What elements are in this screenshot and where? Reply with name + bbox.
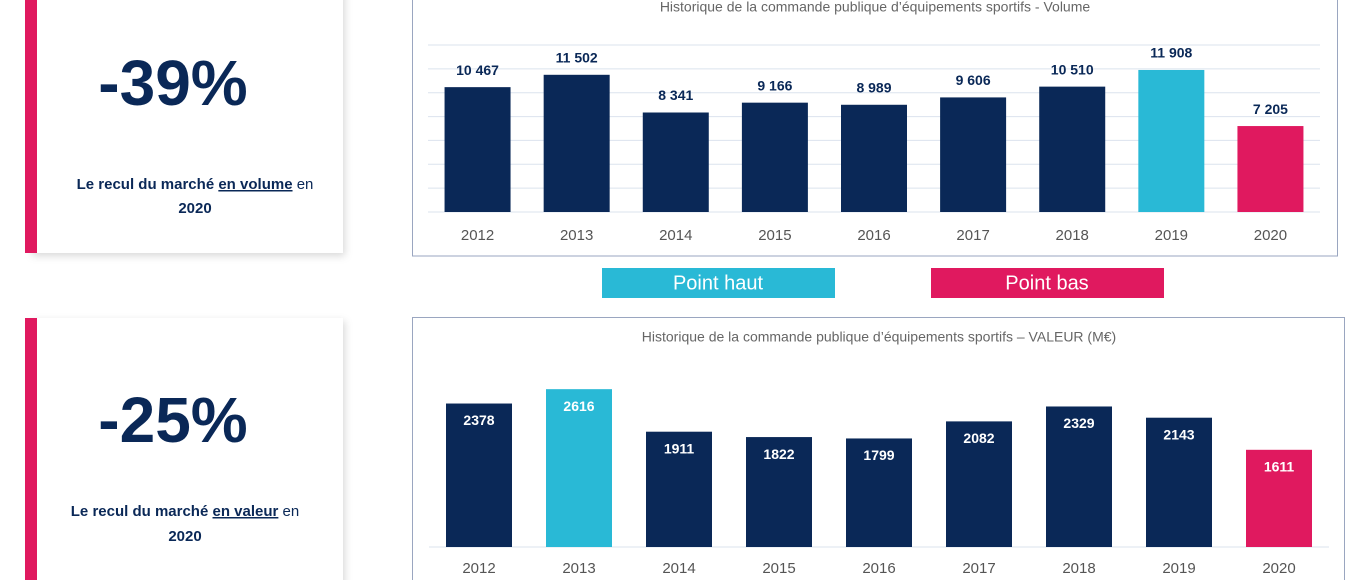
kpi-year: 2020 bbox=[168, 528, 201, 545]
x-tick-label: 2020 bbox=[1262, 560, 1295, 577]
bar bbox=[444, 87, 511, 212]
data-label: 2378 bbox=[463, 412, 494, 428]
x-tick-label: 2017 bbox=[956, 227, 989, 244]
bar bbox=[1039, 86, 1106, 212]
x-tick-label: 2014 bbox=[659, 227, 692, 244]
x-tick-label: 2012 bbox=[462, 560, 495, 577]
legend-label: Point haut bbox=[673, 272, 764, 294]
data-label: 2329 bbox=[1063, 415, 1094, 431]
data-label: 1911 bbox=[664, 440, 695, 456]
data-label: 8 989 bbox=[856, 79, 891, 95]
legend-swatch bbox=[602, 268, 835, 298]
card-accent bbox=[25, 0, 37, 253]
data-label: 11 908 bbox=[1150, 45, 1192, 61]
data-label: 9 166 bbox=[757, 77, 792, 93]
x-tick-label: 2019 bbox=[1162, 560, 1195, 577]
card bbox=[30, 0, 343, 253]
bar bbox=[1138, 69, 1205, 212]
data-label: 10 467 bbox=[456, 62, 499, 78]
bar bbox=[940, 97, 1007, 212]
chart-frame bbox=[412, 0, 1338, 257]
data-label: 1822 bbox=[763, 446, 794, 462]
card-accent bbox=[25, 318, 37, 585]
x-tick-label: 2019 bbox=[1155, 227, 1188, 244]
data-label: 1799 bbox=[863, 447, 894, 463]
bar bbox=[646, 431, 712, 547]
bar bbox=[543, 74, 610, 212]
bar bbox=[642, 112, 709, 212]
bar bbox=[746, 437, 812, 547]
text: Le recul du marché bbox=[77, 176, 215, 193]
data-label: 2143 bbox=[1163, 426, 1194, 442]
underlined-text: en volume bbox=[218, 176, 292, 193]
x-tick-label: 2014 bbox=[662, 560, 695, 577]
x-tick-label: 2017 bbox=[962, 560, 995, 577]
bar bbox=[1146, 417, 1212, 547]
kpi-text: Le recul du marché en volume en bbox=[77, 176, 314, 193]
legend-swatch bbox=[931, 268, 1164, 298]
text: Le recul du marché bbox=[71, 503, 209, 520]
data-label: 11 502 bbox=[556, 50, 598, 66]
x-tick-label: 2016 bbox=[862, 560, 895, 577]
bar bbox=[1046, 406, 1112, 547]
bar bbox=[546, 389, 612, 547]
bar bbox=[741, 102, 808, 212]
bar bbox=[846, 438, 912, 547]
data-label: 10 510 bbox=[1051, 61, 1094, 77]
card bbox=[30, 318, 343, 585]
bar bbox=[841, 104, 907, 212]
kpi-year: 2020 bbox=[178, 200, 211, 217]
bar bbox=[446, 403, 512, 547]
data-label: 8 341 bbox=[658, 87, 693, 103]
x-tick-label: 2018 bbox=[1062, 560, 1095, 577]
chart-title: Historique de la commande publique d’équ… bbox=[642, 329, 1116, 345]
x-tick-label: 2015 bbox=[758, 227, 791, 244]
x-tick-label: 2013 bbox=[562, 560, 595, 577]
x-tick-label: 2020 bbox=[1254, 227, 1287, 244]
chart-frame bbox=[412, 317, 1345, 585]
kpi-value: -25% bbox=[98, 384, 247, 456]
underlined-text: en valeur bbox=[213, 503, 279, 520]
chart-title: Historique de la commande publique d’équ… bbox=[660, 0, 1091, 15]
bar bbox=[1246, 449, 1312, 547]
x-tick-label: 2012 bbox=[461, 227, 494, 244]
data-label: 7 205 bbox=[1253, 101, 1288, 117]
bar bbox=[946, 421, 1012, 547]
text: en bbox=[283, 503, 300, 520]
x-tick-label: 2015 bbox=[762, 560, 795, 577]
data-label: 9 606 bbox=[956, 72, 991, 88]
kpi-value: -39% bbox=[98, 47, 247, 119]
x-tick-label: 2016 bbox=[857, 227, 890, 244]
bar bbox=[1237, 126, 1304, 212]
data-label: 2082 bbox=[963, 430, 994, 446]
data-label: 2616 bbox=[563, 398, 594, 414]
data-label: 1611 bbox=[1264, 459, 1295, 475]
x-tick-label: 2013 bbox=[560, 227, 593, 244]
legend-label: Point bas bbox=[1005, 272, 1088, 294]
kpi-text: Le recul du marché en valeur en bbox=[71, 503, 299, 520]
text: en bbox=[297, 176, 314, 193]
x-tick-label: 2018 bbox=[1056, 227, 1089, 244]
